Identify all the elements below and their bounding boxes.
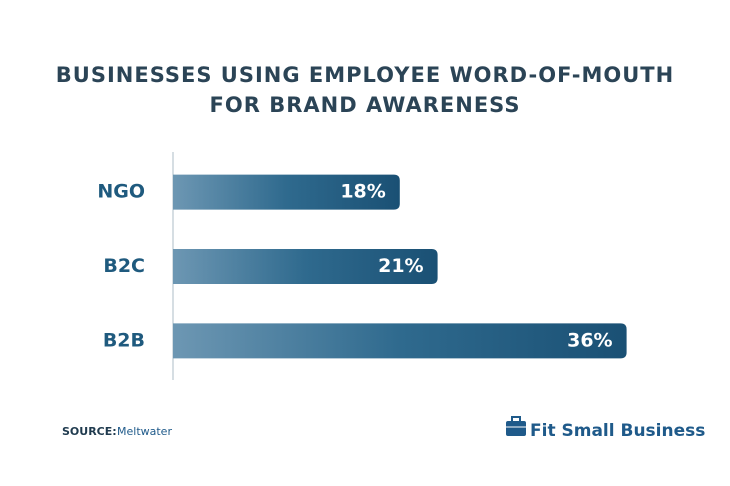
chart-title: BUSINESSES USING EMPLOYEE WORD-OF-MOUTH F…	[56, 63, 674, 117]
bar	[173, 249, 438, 284]
category-label: B2B	[103, 329, 145, 351]
value-label: 18%	[340, 181, 385, 203]
brand: Fit Small Business	[530, 421, 705, 441]
value-label: 21%	[378, 255, 423, 277]
category-label: NGO	[97, 181, 145, 203]
title-line: BUSINESSES USING EMPLOYEE WORD-OF-MOUTH	[56, 63, 674, 87]
source-label: SOURCE:	[62, 425, 117, 438]
title-line: FOR BRAND AWARENESS	[210, 93, 521, 117]
source: Meltwater	[117, 425, 172, 438]
bar	[173, 174, 400, 210]
logo-icon	[506, 416, 526, 436]
value-label: 36%	[567, 329, 612, 351]
category-label: B2C	[103, 255, 145, 277]
bar	[173, 323, 627, 359]
